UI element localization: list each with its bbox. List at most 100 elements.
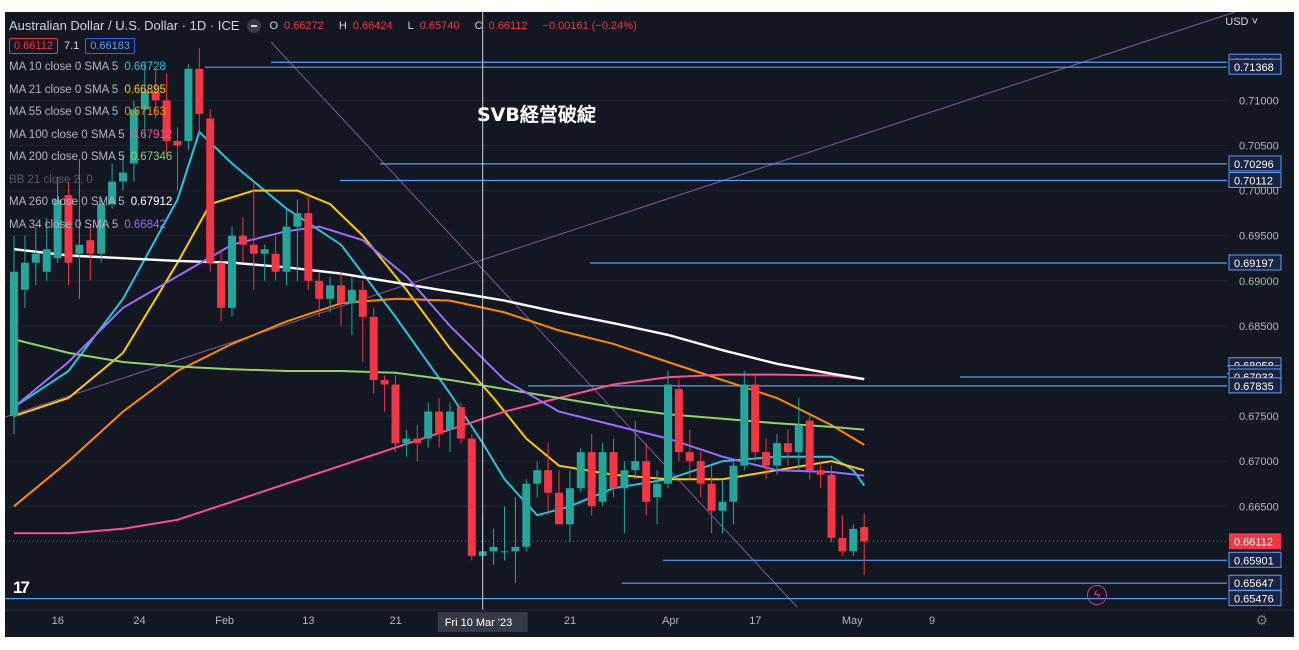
level-price-tag	[1228, 377, 1282, 394]
currency-label: USD	[1225, 16, 1249, 28]
indicator-value: 0.67912	[130, 128, 173, 141]
level-price-tag	[1228, 590, 1282, 607]
candle-body	[173, 140, 182, 146]
candle-body	[75, 244, 84, 254]
indicator-row[interactable]: MA 10 close 0 SMA 5 0.66728	[9, 56, 643, 79]
x-tick-label: 21	[390, 615, 402, 627]
candle-body	[249, 244, 258, 254]
candle-body	[206, 118, 215, 263]
candle-body	[347, 289, 356, 304]
candle-body	[380, 380, 389, 385]
current-price-tag	[1229, 533, 1281, 550]
crosshair-date-label: Fri 10 Mar '23	[445, 617, 513, 629]
candle-body	[653, 483, 662, 498]
y-tick-label: 0.70000	[1239, 186, 1279, 198]
x-tick-label: 13	[302, 615, 314, 627]
chart-legend: Australian Dollar / U.S. Dollar · 1D · I…	[9, 18, 643, 236]
y-tick-label: 0.69000	[1239, 276, 1279, 288]
price-chart[interactable]: 0.71000 0.70500 0.70000 0.69500 0.69000 0.685…	[5, 12, 1294, 637]
candle-body	[119, 172, 127, 182]
flash-icon[interactable]: ϟ	[1087, 585, 1107, 605]
y-tick-label: 0.69500	[1239, 231, 1279, 243]
candle-body	[337, 285, 345, 304]
x-tick-label: 16	[52, 615, 64, 627]
chevron-down-icon: ˅	[1251, 16, 1258, 28]
indicator-label: BB 21 close 2, 0	[9, 173, 93, 186]
low-key: L	[407, 19, 414, 32]
candle-body	[260, 249, 269, 254]
indicator-label: MA 10 close 0 SMA 5	[9, 61, 119, 73]
indicator-row[interactable]: MA 260 close 0 SMA 5 0.67912	[9, 191, 643, 214]
candle-body	[20, 262, 29, 290]
indicator-label: MA 100 close 0 SMA 5	[9, 128, 125, 141]
level-price-label: 0.65901	[1234, 555, 1274, 567]
candle-body	[500, 551, 509, 553]
indicator-row[interactable]: MA 100 close 0 SMA 5 0.67912	[9, 124, 643, 147]
candle-body	[805, 420, 814, 471]
candle-body	[413, 438, 422, 444]
trend-line	[270, 41, 798, 608]
indicator-row[interactable]: MA 55 close 0 SMA 5 0.67163	[9, 101, 643, 124]
indicator-label: MA 34 close 0 SMA 5	[9, 218, 119, 231]
gear-icon[interactable]: ⚙	[1255, 612, 1268, 628]
indicator-value: 0.67912	[130, 196, 173, 208]
x-tick-label: Apr	[662, 615, 679, 627]
crosshair-date-tag	[437, 612, 528, 632]
candle-body	[195, 68, 204, 114]
indicator-value: 0.67163	[124, 106, 166, 118]
level-price-label: 0.70296	[1234, 159, 1274, 171]
candle-body	[827, 474, 836, 538]
candle-body	[598, 452, 607, 502]
close-key: C	[474, 19, 483, 32]
y-tick-label: 0.67500	[1239, 411, 1279, 423]
open-value: 0.66272	[284, 19, 324, 32]
close-value: 0.66112	[488, 19, 528, 32]
level-price-label: 0.67835	[1234, 381, 1274, 393]
open-key: O	[269, 19, 279, 32]
candle-body	[369, 316, 378, 380]
x-tick-label: Feb	[215, 615, 234, 627]
candle-body	[64, 195, 73, 263]
high-value: 0.66424	[352, 19, 393, 32]
collapse-icon[interactable]	[247, 18, 262, 33]
indicator-row[interactable]: MA 34 close 0 SMA 5 0.66842	[9, 214, 643, 237]
indicator-row[interactable]: MA 200 close 0 SMA 5 0.67346	[9, 146, 643, 169]
candle-body	[228, 235, 236, 308]
candle-body	[674, 389, 683, 453]
candle-body	[358, 289, 367, 317]
x-tick-label: 24	[133, 615, 145, 627]
candle-body	[108, 181, 117, 205]
y-tick-label: 0.71000	[1239, 95, 1279, 107]
current-price-label: 0.66112	[1234, 536, 1273, 548]
trend-line	[5, 12, 1236, 418]
low-value: 0.65740	[419, 19, 460, 32]
x-tick-label: 21	[564, 615, 576, 627]
candle-body	[129, 109, 138, 164]
currency-selector[interactable]: USD ˅	[1225, 16, 1258, 28]
svb-annotation[interactable]: SVB経営破綻	[477, 104, 596, 126]
level-price-tag	[1228, 155, 1282, 172]
candle-body	[446, 411, 454, 430]
candle-body	[849, 528, 858, 552]
candle-body	[489, 546, 498, 552]
x-tick-label: May	[842, 615, 863, 627]
candle-body	[97, 204, 106, 254]
moving-average-line	[13, 248, 865, 381]
symbol-title[interactable]: Australian Dollar / U.S. Dollar · 1D · I…	[9, 18, 240, 33]
indicator-row[interactable]: MA 21 close 0 SMA 5 0.66895	[9, 79, 643, 102]
change-value: −0.00161 (−0.24%)	[542, 19, 637, 32]
candle-body	[162, 100, 171, 141]
candle-body	[522, 483, 531, 547]
tradingview-logo-icon[interactable]: 17	[13, 578, 30, 597]
candle-body	[729, 465, 738, 502]
candle-body	[151, 91, 160, 101]
candle-body	[238, 235, 247, 245]
indicator-row[interactable]: BB 21 close 2, 0	[9, 169, 643, 192]
candle-body	[620, 470, 629, 489]
buy-price-box[interactable]: 0.66183	[85, 38, 136, 54]
candle-body	[304, 213, 313, 281]
chart-panel[interactable]: 0.71000 0.70500 0.70000 0.69500 0.69000 0.685…	[5, 12, 1294, 637]
sell-price-box[interactable]: 0.66112	[9, 38, 58, 54]
candle-body	[773, 443, 781, 466]
candle-body	[565, 488, 574, 525]
